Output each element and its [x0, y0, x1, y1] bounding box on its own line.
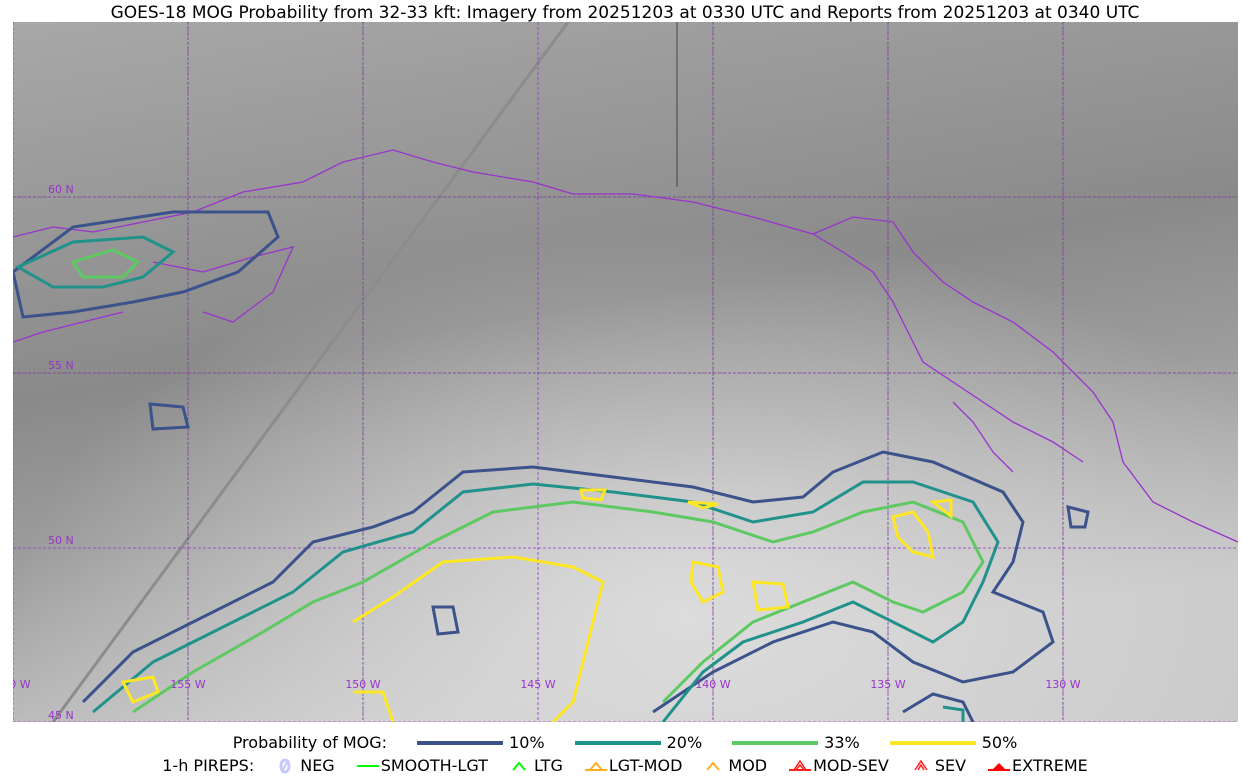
level-label: 20% [666, 733, 703, 752]
coastline [13, 149, 1238, 543]
level-swatch [574, 740, 661, 745]
double-caret-icon [914, 759, 928, 770]
pirep-label: MOD [728, 756, 768, 775]
level-label: 10% [509, 733, 545, 752]
pirep-label: LTG [533, 756, 563, 775]
lon-label: 160 W [13, 678, 31, 691]
graticule-labels: 160 W 155 W 150 W 145 W 140 W 135 W 130 W 60 N 5… [13, 183, 1081, 722]
lat-label: 60 N [48, 183, 74, 196]
cloud-band [13, 22, 1238, 722]
pirep-label: NEG [300, 756, 335, 775]
lat-label: 50 N [48, 534, 74, 547]
pirep-label: EXTREME [1012, 756, 1088, 775]
level-label: 50% [981, 733, 1018, 752]
contour-20pct [14, 235, 1000, 722]
prob-legend-title: Probability of MOG: [232, 733, 388, 752]
contour-10pct [13, 210, 1090, 722]
pirep-legend-item: SMOOTH-LGT [356, 756, 488, 775]
caret-bar-icon [584, 760, 607, 771]
pirep-legend-item: MOD-SEV [789, 756, 889, 775]
filled-triangle-icon [988, 762, 1011, 771]
level-label: 33% [824, 733, 860, 752]
lon-label: 140 W [695, 678, 730, 691]
pirep-legend-item: EXTREME [988, 756, 1088, 775]
lon-label: 135 W [870, 678, 905, 691]
pirep-legend-item: NEG [276, 756, 335, 775]
neg-circle-slash-icon [279, 758, 291, 773]
lat-label: 55 N [48, 359, 74, 372]
level-swatch [732, 740, 819, 745]
pirep-label: SEV [934, 756, 967, 775]
contour-50pct [120, 488, 953, 722]
pirep-label: LGT-MOD [608, 756, 683, 775]
lat-label: 45 N [48, 709, 74, 722]
line-icon [356, 764, 379, 767]
lon-label: 130 W [1045, 678, 1080, 691]
pirep-label: SMOOTH-LGT [380, 756, 488, 775]
pirep-legend-item: LTG [510, 756, 563, 775]
level-swatch [889, 740, 976, 745]
pirep-legend-item: SEV [911, 756, 966, 775]
map-title: GOES-18 MOG Probability from 32-33 kft: … [110, 3, 1140, 23]
double-caret-bar-icon [789, 759, 812, 771]
pirep-label: MOD-SEV [813, 756, 889, 775]
satellite-map: 160 W 155 W 150 W 145 W 140 W 135 W 130 W 60 N 5… [13, 22, 1238, 722]
lon-label: 155 W [170, 678, 205, 691]
probability-legend: Probability of MOG: 10% 20% 33% 50% [0, 733, 1250, 752]
pirep-legend-item: MOD [704, 756, 767, 775]
lon-label: 150 W [345, 678, 380, 691]
caret-icon [512, 760, 526, 771]
pireps-legend: 1-h PIREPS: NEG SMOOTH-LGT LTG LGT-MOD MOD MO… [0, 756, 1250, 775]
pirep-legend-item: LGT-MOD [584, 756, 683, 775]
caret-icon [706, 760, 721, 771]
satellite-swath-line [51, 22, 570, 722]
gridline-grey [13, 22, 1238, 722]
level-swatch [417, 740, 504, 745]
lon-label: 145 W [520, 678, 555, 691]
pireps-legend-title: 1-h PIREPS: [162, 756, 255, 775]
contour-33pct [70, 248, 985, 714]
